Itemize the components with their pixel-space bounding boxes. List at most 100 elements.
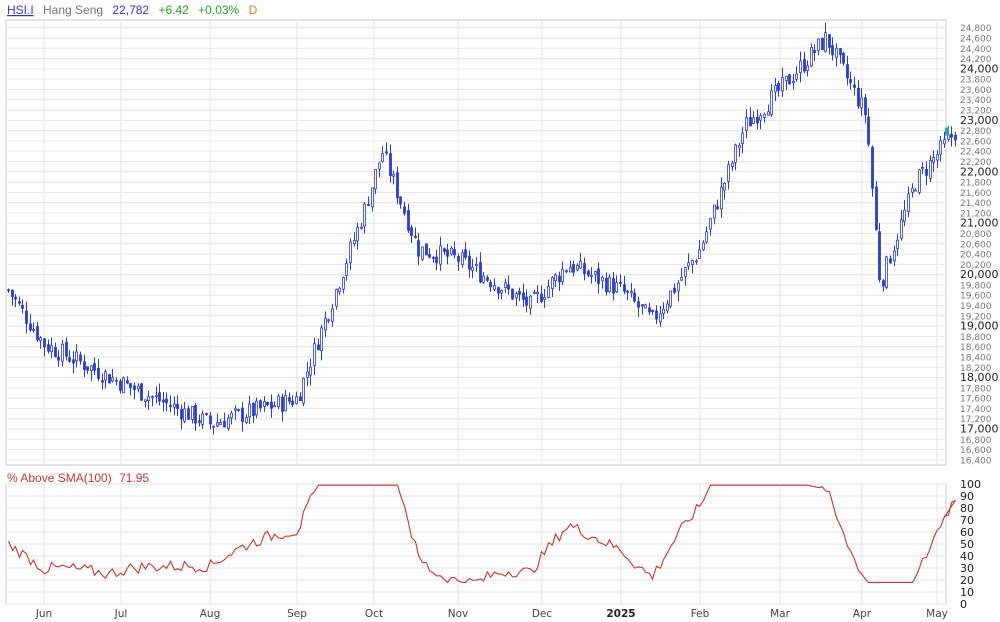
candle-body (407, 209, 410, 231)
candle-body (47, 344, 50, 352)
candle-body (864, 97, 867, 116)
candle-body (313, 343, 316, 366)
candle-body (543, 296, 546, 300)
candle-body (86, 366, 89, 371)
candle-body (551, 277, 554, 290)
candle-body (101, 380, 104, 383)
candle-body (399, 196, 402, 205)
x-tick-label: Nov (448, 608, 469, 620)
candle-body (90, 365, 93, 372)
candle-body (749, 117, 752, 127)
candle-body (144, 399, 147, 402)
candle-body (734, 144, 737, 163)
price-tick-label: 20,000 (960, 268, 999, 281)
candle-body (270, 401, 273, 409)
candle-body (259, 400, 262, 409)
candle-body (115, 379, 118, 382)
candle-body (651, 310, 654, 312)
candle-body (194, 404, 197, 424)
grid-lines (6, 20, 946, 605)
candle-body (414, 235, 417, 239)
candle-body (529, 295, 532, 309)
indicator-tick-label: 100 (960, 478, 981, 491)
candle-body (57, 356, 60, 361)
candle-body (227, 417, 230, 429)
x-tick-label: Mar (770, 608, 790, 620)
candle-body (25, 310, 28, 324)
candle-body (75, 351, 78, 362)
candle-body (684, 267, 687, 277)
candle-body (540, 293, 543, 303)
candle-body (425, 243, 428, 256)
candle-body (669, 290, 672, 307)
candle-body (698, 249, 701, 259)
candle-body (353, 239, 356, 245)
candle-body (374, 169, 377, 190)
candle-body (342, 277, 345, 290)
candle-body (147, 396, 150, 401)
candle-body (205, 413, 208, 415)
candle-body (939, 140, 942, 155)
candle-body (360, 226, 363, 229)
price-tick-label: 19,200 (960, 312, 992, 322)
candle-body (561, 268, 564, 283)
price-change: +6.42 (158, 3, 189, 17)
candle-body (893, 250, 896, 262)
candle-body (759, 115, 762, 121)
candle-body (554, 274, 557, 282)
candle-body (932, 157, 935, 163)
indicator-tick-label: 20 (960, 574, 974, 587)
candle-body (489, 282, 492, 288)
price-tick-label: 23,600 (960, 86, 992, 96)
candle-body (119, 380, 122, 391)
x-tick-label: Jul (114, 608, 128, 620)
candle-body (911, 187, 914, 193)
candle-body (14, 296, 17, 300)
price-change-pct: +0.03% (198, 3, 239, 17)
candle-body (18, 301, 21, 304)
candle-body (677, 282, 680, 292)
candle-body (752, 117, 755, 124)
candlestick-series (7, 22, 957, 435)
candle-body (320, 327, 323, 352)
price-tick-label: 24,400 (960, 45, 992, 55)
candle-body (299, 396, 302, 402)
candle-body (378, 162, 381, 170)
indicator-value: 71.95 (119, 471, 149, 485)
price-tick-label: 21,800 (960, 179, 992, 189)
candle-body (252, 403, 255, 416)
candle-body (187, 408, 190, 420)
last-price-marker (945, 127, 949, 136)
candle-body (623, 284, 626, 292)
candle-body (857, 87, 860, 107)
candle-body (435, 256, 438, 264)
candle-body (547, 286, 550, 298)
candle-body (68, 357, 71, 362)
candle-body (61, 343, 64, 362)
price-tick-label: 22,200 (960, 158, 992, 168)
candle-body (583, 263, 586, 275)
candle-body (705, 231, 708, 243)
candle-body (248, 403, 251, 418)
price-tick-label: 23,800 (960, 76, 992, 86)
candle-body (673, 287, 676, 293)
x-tick-label: Sep (287, 608, 307, 620)
candle-body (680, 277, 683, 281)
candle-body (486, 277, 489, 281)
candle-body (277, 395, 280, 408)
price-tick-label: 21,600 (960, 189, 992, 199)
candle-body (767, 111, 770, 116)
candle-body (241, 407, 244, 422)
candle-body (176, 403, 179, 410)
candle-body (245, 417, 248, 423)
candle-body (385, 151, 388, 154)
candle-body (777, 82, 780, 91)
price-tick-label: 18,800 (960, 333, 992, 343)
indicator-tick-label: 60 (960, 526, 974, 539)
candle-body (381, 153, 384, 163)
candle-body (738, 145, 741, 149)
candle-body (950, 133, 953, 138)
candle-body (129, 383, 132, 388)
candle-body (799, 60, 802, 73)
candle-body (644, 304, 647, 309)
